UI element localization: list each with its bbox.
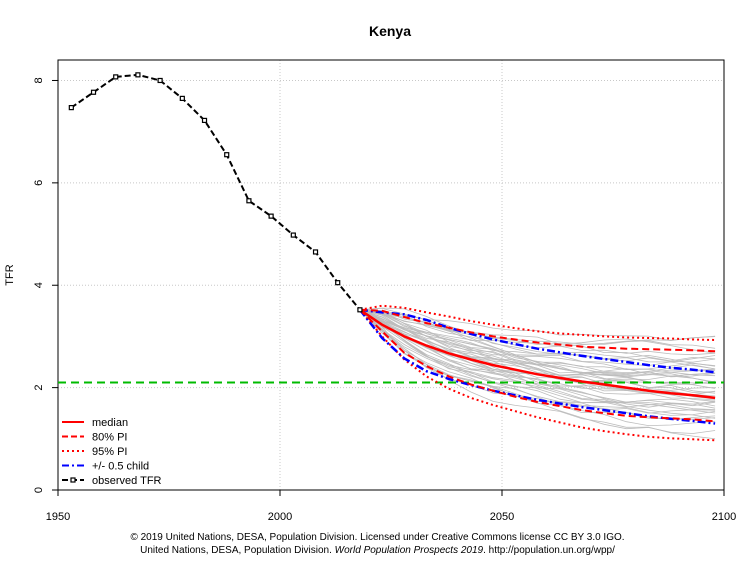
pi80-lower-line [359, 309, 716, 423]
y-axis-label: TFR [4, 264, 16, 285]
observed-tfr-point [135, 72, 141, 78]
axes: 1950 2000 2050 2100 0 2 4 6 8 [33, 59, 736, 523]
pi80-upper-line [359, 308, 716, 353]
pi95-lower-line [359, 309, 716, 442]
simulated-trajectory [359, 309, 716, 414]
y-tick-label: 6 [33, 180, 45, 186]
observed-tfr-point [290, 232, 296, 238]
plot-frame [57, 59, 725, 491]
legend-label: 80% PI [92, 432, 127, 444]
simulated-trajectory [359, 309, 716, 363]
citation-title: World Population Prospects 2019 [334, 545, 484, 556]
y-tick-label: 2 [33, 385, 45, 391]
legend: median 80% PI 95% PI +/- 0.5 child observed … [62, 417, 162, 487]
observed-tfr-point [312, 249, 319, 255]
x-tick-label: 2100 [712, 511, 736, 523]
x-tick-label: 2000 [268, 511, 292, 523]
observed-tfr-line [70, 73, 361, 311]
simulated-trajectory [359, 309, 716, 389]
pi95-upper-line [359, 304, 716, 341]
observed-tfr-point [335, 280, 341, 286]
observed-tfr-point [68, 105, 74, 111]
observed-tfr-point [179, 95, 185, 101]
simulated-trajectory [359, 309, 716, 401]
simulated-trajectory [359, 309, 716, 408]
legend-marker [70, 477, 76, 483]
observed-tfr-point [90, 89, 97, 95]
simulated-trajectory [359, 309, 716, 367]
copyright-line: © 2019 United Nations, DESA, Population … [130, 532, 625, 543]
observed-tfr-point [201, 117, 208, 124]
y-tick-label: 4 [33, 282, 45, 288]
chart-title: Kenya [369, 23, 411, 39]
observed-tfr-point [224, 152, 230, 158]
simulated-trajectory [359, 309, 716, 409]
y-tick-label: 8 [33, 77, 45, 83]
y-tick-label: 0 [33, 487, 45, 493]
legend-label: 95% PI [92, 446, 127, 458]
x-tick-label: 2050 [490, 511, 514, 523]
simulated-trajectory [359, 309, 716, 440]
observed-tfr-point [113, 74, 119, 80]
median-line [359, 308, 716, 400]
simulated-trajectory [359, 309, 716, 419]
grid-lines [57, 60, 725, 491]
simulated-trajectory [359, 309, 716, 407]
simulated-trajectory [359, 309, 716, 414]
simulated-trajectory [359, 309, 716, 408]
legend-label: +/- 0.5 child [92, 461, 149, 473]
observed-tfr-point [268, 213, 274, 219]
simulated-trajectory [359, 309, 716, 384]
legend-label: median [92, 417, 128, 429]
observed-tfr-point [357, 307, 363, 313]
series-lines [58, 72, 724, 442]
simulated-trajectory [359, 309, 716, 367]
observed-tfr-point [246, 198, 252, 204]
simulated-trajectory [359, 309, 716, 378]
x-tick-label: 1950 [46, 511, 70, 523]
simulated-trajectory [359, 307, 716, 349]
half-child-upper-line [359, 308, 716, 374]
observed-tfr-point [157, 77, 163, 84]
citation-prefix: United Nations, DESA, Population Divisio… [140, 545, 335, 556]
simulated-trajectory [359, 309, 716, 394]
citation-line: United Nations, DESA, Population Divisio… [0, 544, 755, 557]
legend-label: observed TFR [92, 475, 162, 487]
citation-suffix: . http://population.un.org/wpp/ [483, 545, 615, 556]
